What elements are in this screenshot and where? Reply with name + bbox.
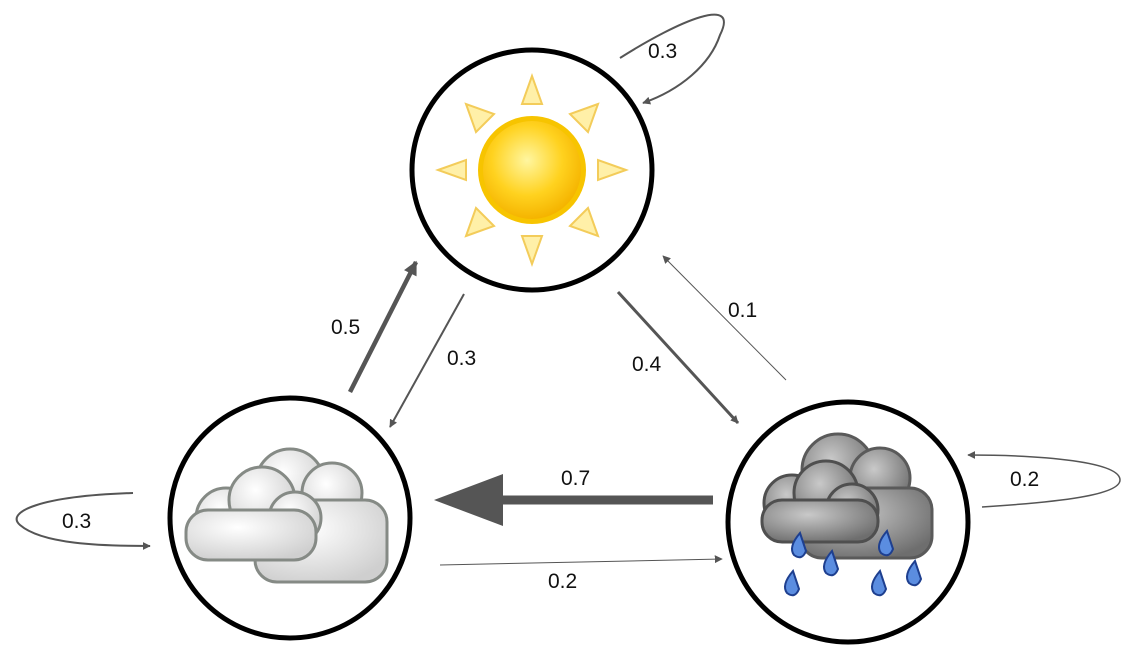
edge-sunny-to-rainy [616,290,740,425]
label-sunny-to-sunny: 0.3 [648,40,677,63]
edge-rainy-to-sunny [662,255,787,381]
edge-sunny-to-cloudy [389,293,465,428]
rain-cloud-icon [760,432,934,597]
edge-cloudy-to-sunny [347,260,419,394]
cloud-icon [184,447,389,584]
label-cloudy-to-rainy: 0.2 [548,570,577,593]
edge-cloudy-to-cloudy [15,492,151,550]
label-rainy-to-cloudy: 0.7 [561,467,590,490]
edge-rainy-to-rainy [967,451,1121,508]
edge-rainy-to-cloudy-arrowhead [434,474,503,526]
label-rainy-to-rainy: 0.2 [1010,468,1039,491]
label-cloudy-to-cloudy: 0.3 [62,510,91,533]
label-sunny-to-rainy: 0.4 [632,353,662,376]
edge-sunny-to-sunny [619,13,725,105]
sun-icon [435,73,629,267]
label-rainy-to-sunny: 0.1 [728,299,757,322]
edge-cloudy-to-rainy [439,555,723,566]
label-cloudy-to-sunny: 0.5 [331,316,360,339]
label-sunny-to-cloudy: 0.3 [447,347,476,370]
